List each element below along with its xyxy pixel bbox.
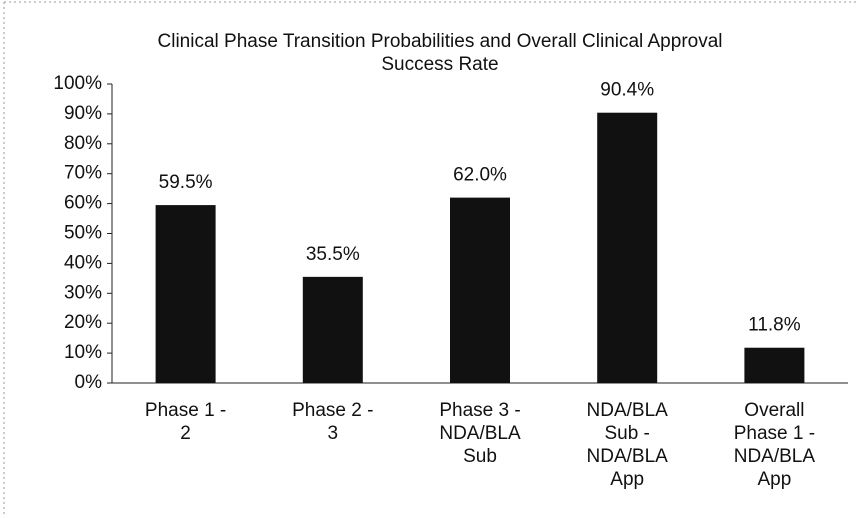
y-tick-label: 20% — [64, 312, 102, 333]
data-label: 90.4% — [600, 80, 654, 101]
y-tick-label: 80% — [64, 133, 102, 154]
title-box: Clinical Phase Transition Probabilities … — [157, 31, 723, 75]
x-tick-label: Phase 1 - 2 — [144, 400, 227, 444]
bar — [744, 347, 805, 383]
chart-title: Clinical Phase Transition Probabilities … — [157, 31, 723, 75]
data-label: 35.5% — [306, 244, 360, 265]
y-tick-label: 100% — [53, 73, 102, 94]
bar — [302, 276, 363, 383]
x-tick-label: Phase 2 - 3 — [292, 400, 374, 444]
y-tick-label: 60% — [64, 193, 102, 214]
y-tick-label: 90% — [64, 103, 102, 124]
bar — [155, 205, 216, 383]
y-tick-label: 50% — [64, 223, 102, 244]
x-tick-label: Overall Phase 1 - NDA/BLA App — [733, 400, 816, 490]
bar — [450, 197, 510, 383]
y-tick-label: 0% — [75, 372, 103, 393]
y-tick-label: 10% — [64, 342, 102, 363]
x-tick-label: NDA/BLA Sub - NDA/BLA App — [586, 400, 668, 490]
y-tick-label: 70% — [64, 163, 102, 184]
data-label: 62.0% — [453, 165, 507, 186]
y-tick-label: 30% — [64, 282, 102, 303]
data-label: 11.8% — [748, 315, 801, 336]
bar — [597, 112, 658, 383]
y-tick-label: 40% — [64, 252, 102, 273]
x-tick-label: Phase 3 - NDA/BLA Sub — [439, 400, 521, 467]
data-label: 59.5% — [159, 172, 213, 193]
